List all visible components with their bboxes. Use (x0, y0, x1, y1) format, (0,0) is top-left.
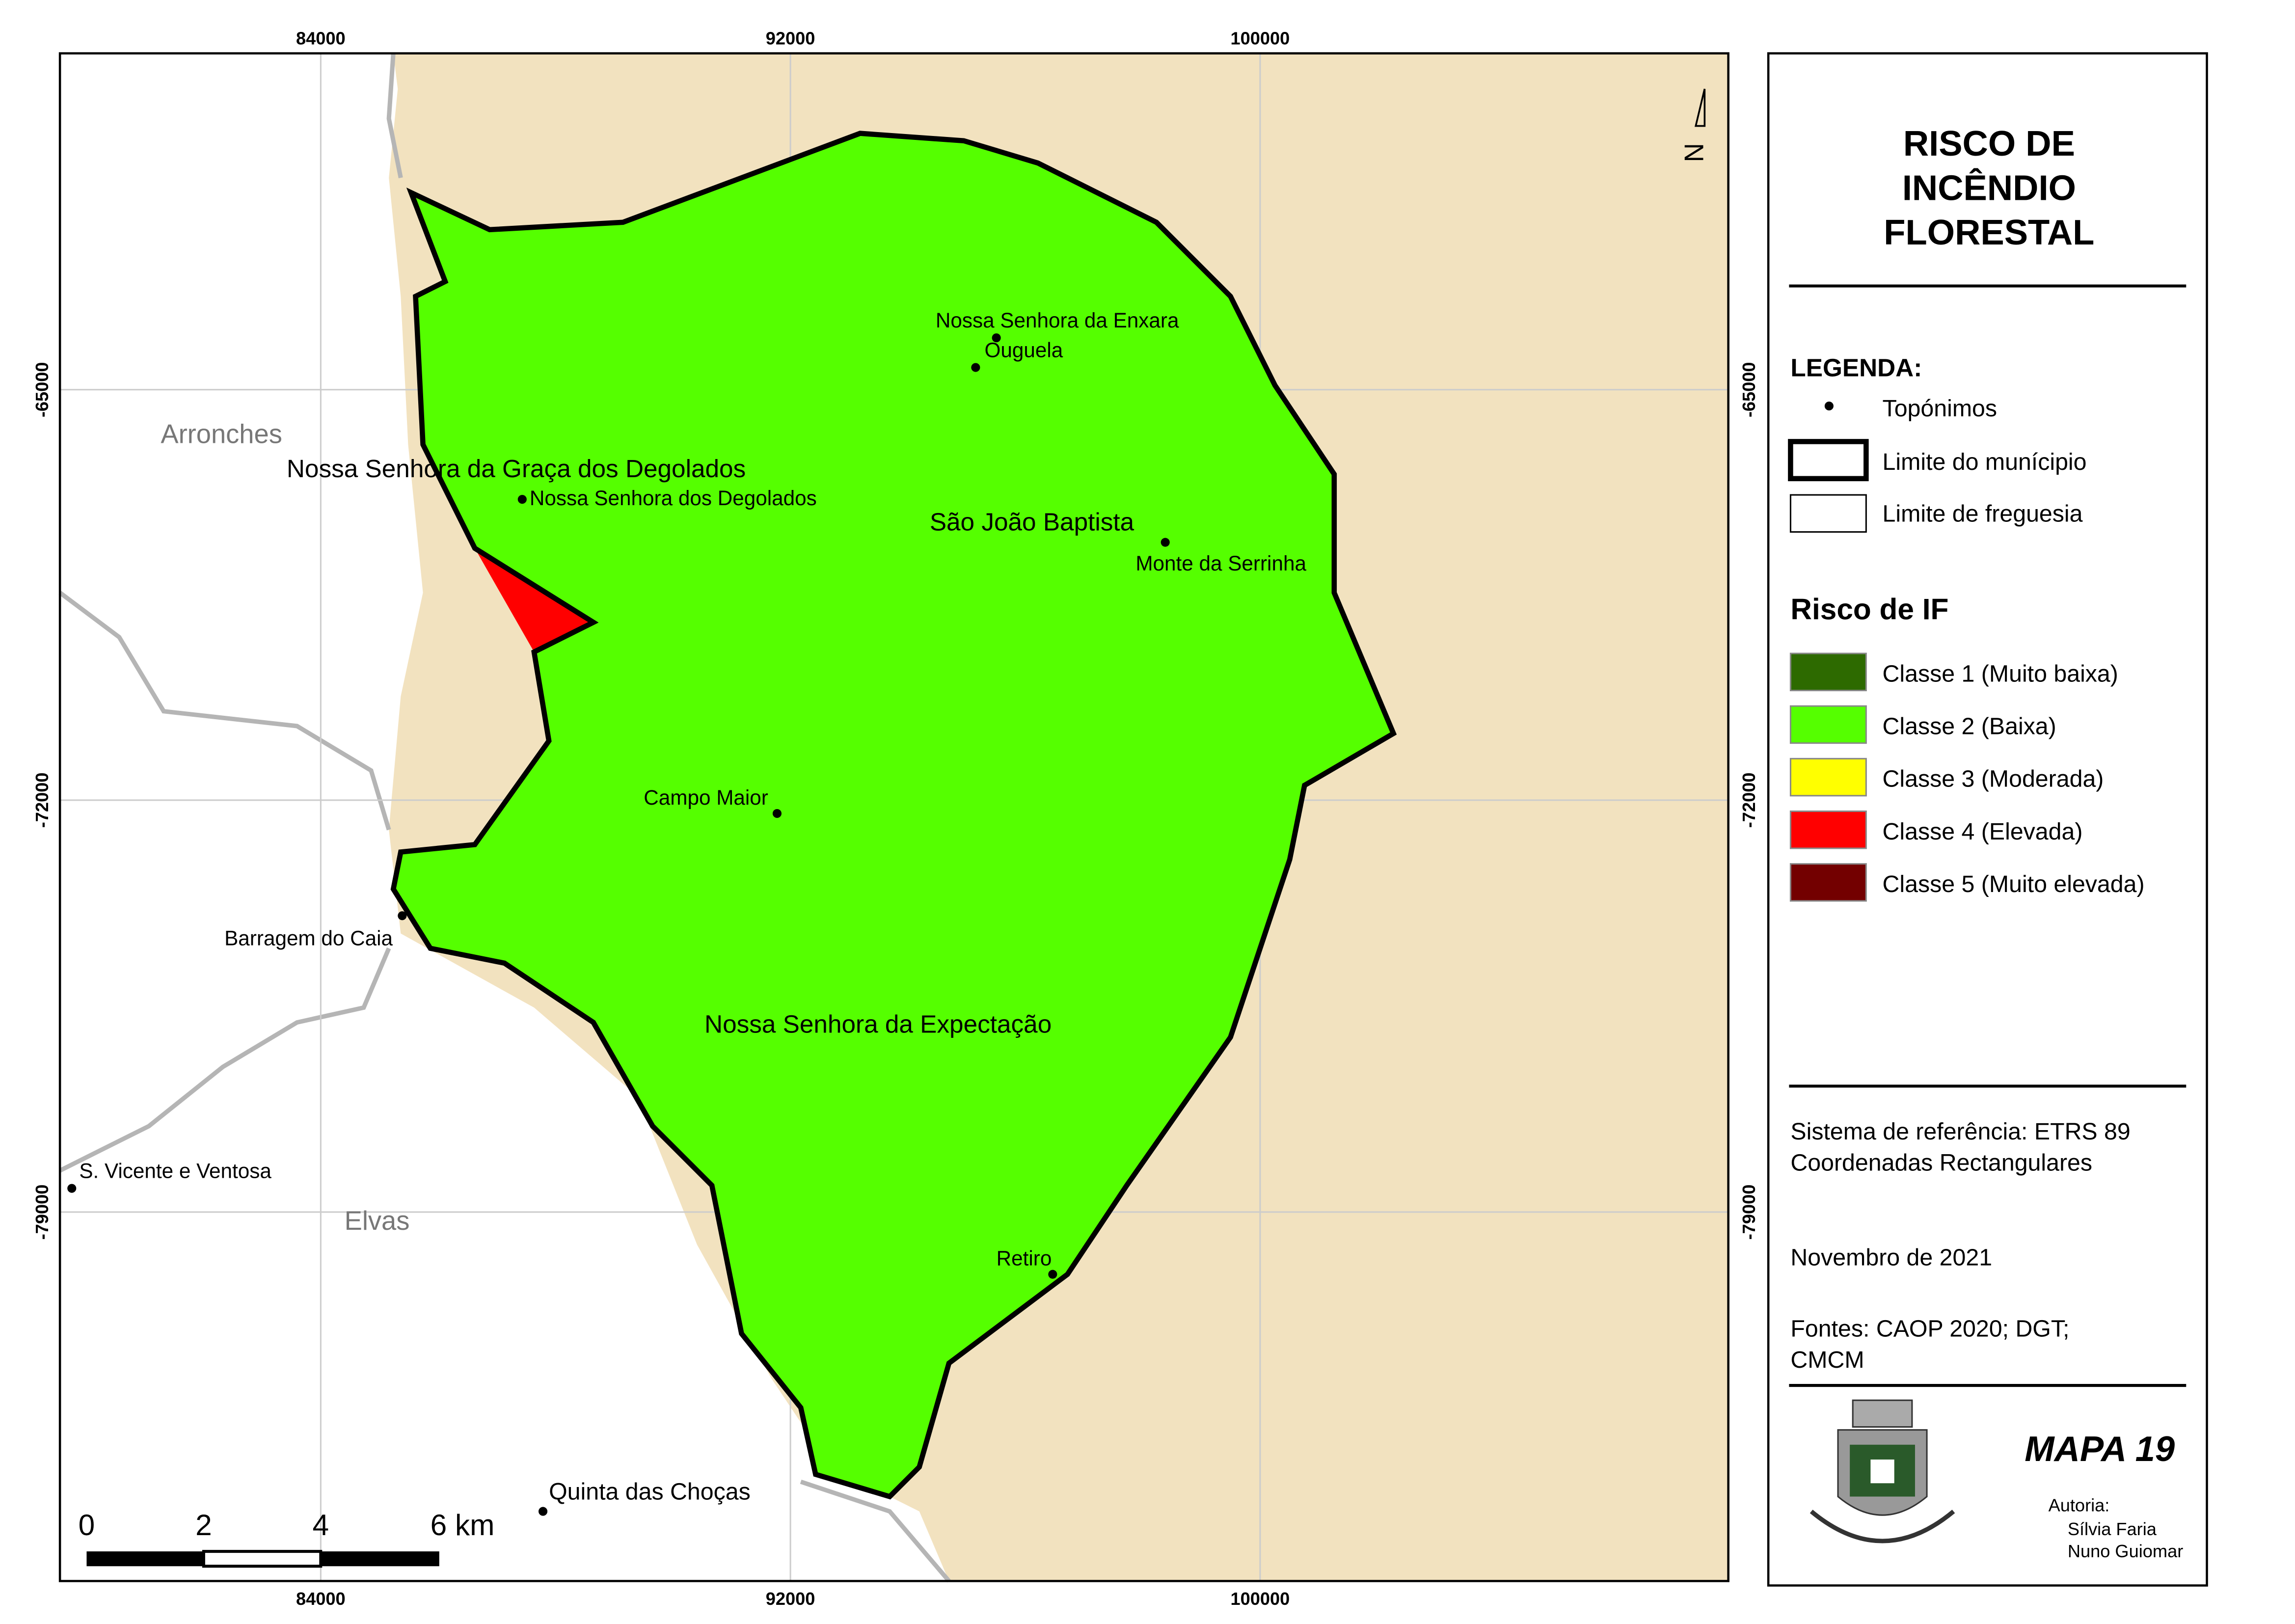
grid-label: 84000 (296, 28, 346, 49)
authorship: Sílvia Faria (2068, 1519, 2157, 1539)
grid-label: 92000 (766, 1589, 815, 1609)
grid-label: -79000 (1739, 1185, 1759, 1240)
place-names: Arronches Elvas Nossa Senhora da Graça d… (67, 309, 1306, 1516)
toponym: Nossa Senhora da Enxara (936, 309, 1179, 332)
grid-label: -65000 (32, 362, 52, 417)
parish-label: São João Baptista (930, 508, 1134, 536)
risk-swatch (1789, 810, 1867, 849)
region-label: Arronches (161, 419, 282, 449)
info-text: Sistema de referência: ETRS 89 (1790, 1118, 2130, 1145)
toponym: Barragem do Caia (224, 927, 393, 950)
risk-label: Classe 2 (Baixa) (1883, 713, 2056, 740)
risk-heading: Risco de IF (1790, 593, 1948, 626)
legend-heading: LEGENDA: (1790, 354, 1922, 382)
risk-label: Classe 5 (Muito elevada) (1883, 871, 2145, 897)
side-panel: RISCO DE INCÊNDIO FLORESTAL LEGENDA: Top… (1767, 52, 2208, 1587)
boundaries (58, 53, 951, 1583)
parish-label: Nossa Senhora da Graça dos Degolados (287, 455, 746, 483)
toponym: Retiro (997, 1247, 1052, 1270)
scale-label: 2 (195, 1508, 212, 1542)
risk-swatch (1789, 652, 1867, 692)
map-frame (58, 52, 1729, 1582)
north-arrow: N (1679, 88, 1709, 162)
grid-label: 92000 (766, 28, 815, 49)
grid-label: -65000 (1739, 362, 1759, 417)
map-number: MAPA 19 (2025, 1429, 2175, 1469)
scale-label: 6 km (431, 1508, 495, 1542)
risk-swatch (1789, 758, 1867, 797)
grid-labels: 84000 92000 100000 84000 92000 100000 -6… (32, 28, 1759, 1609)
toponym: Campo Maior (644, 786, 768, 809)
risk-swatch (1789, 705, 1867, 744)
risk-label: Classe 3 (Moderada) (1883, 766, 2104, 792)
authorship: Nuno Guiomar (2068, 1541, 2183, 1561)
toponym: Quinta das Choças (549, 1478, 751, 1505)
legend-text: Limite de freguesia (1883, 500, 2083, 527)
toponym: Ouguela (984, 338, 1063, 361)
grid-label: -72000 (1739, 772, 1759, 828)
title-line: FLORESTAL (1884, 213, 2094, 252)
scale-label: 0 (79, 1508, 95, 1542)
authorship: Autoria: (2049, 1495, 2110, 1516)
info-text: Fontes: CAOP 2020; DGT; (1790, 1315, 2069, 1342)
toponym: Nossa Senhora dos Degolados (530, 487, 817, 510)
grid-label: -72000 (32, 772, 52, 828)
info-text: Novembro de 2021 (1790, 1245, 1992, 1271)
region-label: Elvas (345, 1206, 410, 1236)
toponym: S. Vicente e Ventosa (79, 1160, 271, 1183)
toponym: Monte da Serrinha (1135, 552, 1306, 575)
scale-bar: 0 2 4 6 km (79, 1508, 495, 1568)
grid-label: 84000 (296, 1589, 346, 1609)
risk-swatch (1789, 863, 1867, 902)
north-label: N (1679, 143, 1709, 162)
legend-text: Topónimos (1883, 395, 1997, 422)
municipality (393, 134, 1393, 1497)
scale-label: 4 (313, 1508, 329, 1542)
info-text: Coordenadas Rectangulares (1790, 1149, 2092, 1176)
parish-label: Nossa Senhora da Expectação (704, 1010, 1052, 1038)
grid-label: 100000 (1230, 28, 1290, 49)
coat-of-arms (1809, 1399, 1955, 1543)
risk-label: Classe 4 (Elevada) (1883, 818, 2083, 845)
risk-label: Classe 1 (Muito baixa) (1883, 660, 2118, 687)
title-line: INCÊNDIO (1902, 168, 2076, 208)
info-text: CMCM (1790, 1347, 1864, 1373)
legend-text: Limite do munícipio (1883, 449, 2087, 475)
title-line: RISCO DE (1903, 124, 2075, 163)
grid-label: 100000 (1230, 1589, 1290, 1609)
grid-label: -79000 (32, 1185, 52, 1240)
